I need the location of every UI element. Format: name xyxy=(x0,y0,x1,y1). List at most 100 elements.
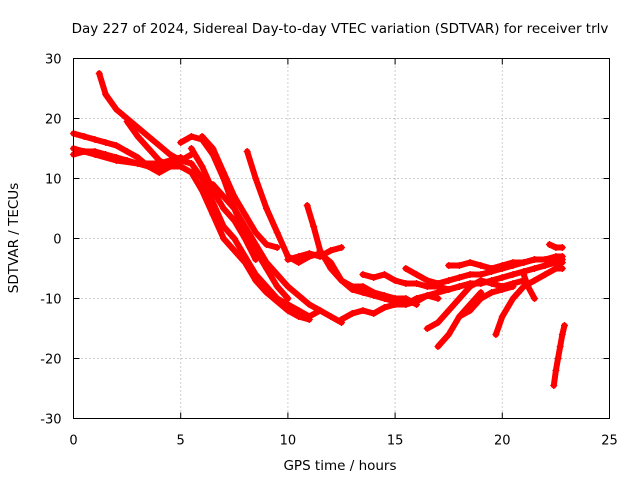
data-point xyxy=(112,106,120,113)
data-point xyxy=(498,286,506,293)
y-axis-label: SDTVAR / TECUs xyxy=(6,183,22,293)
data-point xyxy=(434,295,442,302)
data-point xyxy=(359,283,367,290)
data-point xyxy=(310,223,318,230)
data-point xyxy=(187,160,195,167)
data-point xyxy=(445,277,453,284)
data-point xyxy=(95,70,103,77)
data-point xyxy=(455,295,463,302)
y-tick-label: 0 xyxy=(53,233,61,248)
data-point xyxy=(554,355,562,362)
data-point xyxy=(305,250,313,257)
data-point xyxy=(155,169,163,176)
data-point xyxy=(327,247,335,254)
data-point xyxy=(145,145,153,152)
data-point xyxy=(545,241,553,248)
x-tick-label: 10 xyxy=(280,434,297,449)
data-point xyxy=(488,280,496,287)
x-tick-label: 5 xyxy=(177,434,185,449)
data-point xyxy=(380,292,388,299)
data-point xyxy=(402,265,410,272)
data-point xyxy=(509,295,517,302)
data-point xyxy=(530,295,538,302)
data-point xyxy=(402,301,410,308)
data-point xyxy=(359,289,367,296)
data-point xyxy=(316,247,324,254)
data-point xyxy=(123,118,131,125)
data-point xyxy=(284,256,292,263)
data-point xyxy=(230,247,238,254)
data-point xyxy=(541,256,549,263)
data-point xyxy=(541,262,549,269)
grid-layer xyxy=(73,58,610,419)
data-point xyxy=(455,262,463,269)
data-point xyxy=(155,142,163,149)
data-point xyxy=(488,289,496,296)
data-point xyxy=(295,313,303,320)
data-point xyxy=(145,133,153,140)
x-tick-label: 15 xyxy=(387,434,404,449)
data-point xyxy=(509,259,517,266)
data-point xyxy=(177,139,185,146)
data-point xyxy=(558,244,566,251)
y-tick-label: 20 xyxy=(45,113,62,128)
y-tick-label: -30 xyxy=(40,413,61,428)
data-point xyxy=(262,205,270,212)
data-point xyxy=(338,277,345,284)
x-tick-label: 0 xyxy=(69,434,77,449)
data-point xyxy=(284,295,292,302)
data-point xyxy=(552,256,560,263)
data-point xyxy=(530,277,538,284)
data-point xyxy=(348,283,356,290)
data-point xyxy=(155,157,163,164)
data-point xyxy=(123,148,131,155)
data-point xyxy=(198,187,206,194)
data-point xyxy=(252,241,260,248)
data-point xyxy=(209,145,217,152)
data-point xyxy=(552,265,560,272)
data-point xyxy=(134,154,142,161)
data-point xyxy=(273,283,281,290)
data-point xyxy=(509,271,517,278)
data-point xyxy=(316,307,324,314)
y-tick-label: -20 xyxy=(40,353,61,368)
data-point xyxy=(295,307,303,314)
data-point xyxy=(220,169,228,176)
data-point xyxy=(552,367,560,374)
data-point xyxy=(273,229,281,236)
series-arc-9 xyxy=(199,133,281,251)
data-point xyxy=(305,301,313,308)
data-point xyxy=(166,163,174,170)
data-point xyxy=(241,259,249,266)
data-point xyxy=(305,316,313,323)
data-point xyxy=(370,289,378,296)
data-point xyxy=(295,253,303,260)
data-point xyxy=(295,292,303,299)
data-point xyxy=(558,265,566,272)
data-point xyxy=(252,277,260,284)
data-point xyxy=(209,211,217,218)
data-point xyxy=(303,202,311,209)
y-tick-label: 30 xyxy=(45,53,62,68)
data-point xyxy=(391,277,399,284)
data-point xyxy=(413,271,421,278)
data-point xyxy=(423,283,431,290)
data-point xyxy=(558,331,566,338)
data-point xyxy=(220,205,228,212)
data-point xyxy=(327,265,335,272)
data-point xyxy=(434,319,442,326)
data-point xyxy=(273,271,281,278)
data-point xyxy=(402,295,410,302)
data-point xyxy=(380,271,388,278)
data-point xyxy=(488,265,496,272)
data-point xyxy=(80,133,88,140)
data-point xyxy=(498,313,506,320)
series-layer xyxy=(70,70,568,389)
data-point xyxy=(134,160,142,167)
data-point xyxy=(498,262,506,269)
data-point xyxy=(413,301,421,308)
data-point xyxy=(391,301,399,308)
data-point xyxy=(262,289,270,296)
data-point xyxy=(91,136,99,143)
data-point xyxy=(252,229,260,236)
